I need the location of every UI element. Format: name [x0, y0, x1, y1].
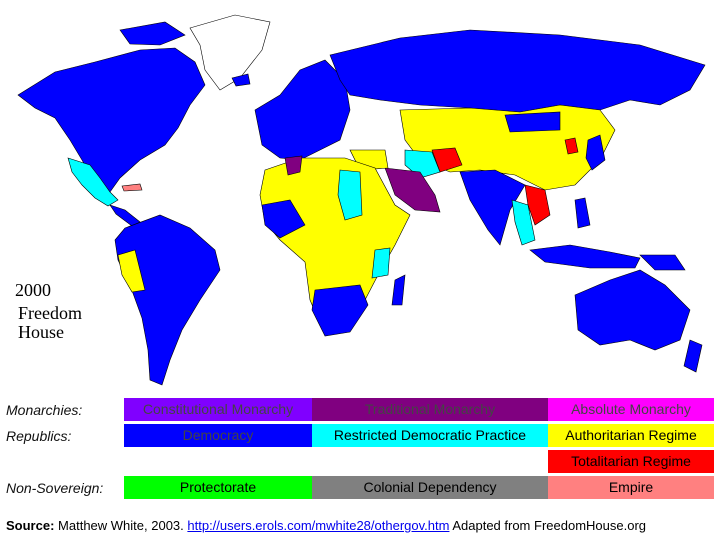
- antarctica-edge: [0, 390, 720, 395]
- legend-entry: Colonial Dependency: [312, 476, 548, 499]
- legend-entry: Democracy: [124, 424, 312, 447]
- legend-row-label: Republics:: [6, 428, 72, 444]
- legend-entry: Traditional Monarchy: [312, 398, 548, 421]
- philippines: [574, 197, 591, 229]
- india: [459, 169, 526, 246]
- source-heading: Source:: [6, 518, 55, 533]
- legend-entry: Absolute Monarchy: [548, 398, 714, 421]
- legend-entry: Constitutional Monarchy: [124, 398, 312, 421]
- indonesia: [529, 244, 641, 269]
- source-line: Source: Matthew White, 2003. http://user…: [6, 518, 646, 533]
- south-america: [114, 214, 221, 386]
- central-america: [109, 204, 141, 227]
- new-guinea: [639, 254, 686, 271]
- indochina: [511, 199, 536, 246]
- north-africa: [284, 155, 303, 176]
- caribbean: [121, 183, 143, 192]
- legend-entry: Totalitarian Regime: [548, 450, 714, 473]
- europe: [254, 59, 351, 161]
- map-year: 2000: [15, 280, 51, 300]
- japan: [585, 134, 606, 171]
- world-map: [0, 14, 720, 395]
- west-africa: [261, 199, 306, 239]
- legend-entry: Empire: [548, 476, 714, 499]
- map-source-line1: Freedom: [18, 303, 82, 323]
- korea: [564, 137, 579, 155]
- legend-row-label: Monarchies:: [6, 402, 83, 418]
- map-source-line2: House: [18, 322, 64, 342]
- peru: [117, 249, 146, 293]
- legend-row-label: Non-Sovereign:: [6, 480, 104, 496]
- north-america: [17, 47, 206, 193]
- source-link[interactable]: http://users.erols.com/mwhite28/othergov…: [187, 518, 450, 533]
- mexico: [67, 157, 119, 207]
- russia: [329, 29, 706, 113]
- legend-entry: Protectorate: [124, 476, 312, 499]
- source-author: Matthew White, 2003.: [58, 518, 184, 533]
- east-africa: [371, 247, 391, 279]
- legend-entry: Authoritarian Regime: [548, 424, 714, 447]
- new-zealand: [683, 339, 703, 373]
- arabia: [384, 167, 441, 213]
- mongolia: [504, 111, 561, 133]
- iceland: [231, 73, 251, 87]
- source-note: Adapted from FreedomHouse.org: [452, 518, 646, 533]
- sudan-region: [337, 169, 363, 221]
- arctic-islands: [119, 21, 186, 46]
- southern-africa: [311, 284, 369, 337]
- southeast-asia: [524, 184, 551, 226]
- madagascar: [391, 274, 406, 306]
- legend-entry: Restricted Democratic Practice: [312, 424, 548, 447]
- australia: [574, 269, 691, 351]
